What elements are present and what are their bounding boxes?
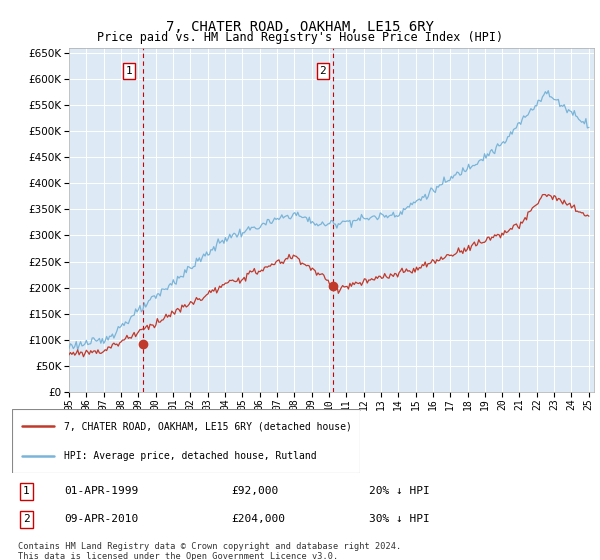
Text: 2: 2 (23, 515, 30, 524)
Text: £92,000: £92,000 (231, 487, 278, 496)
Text: HPI: Average price, detached house, Rutland: HPI: Average price, detached house, Rutl… (64, 451, 317, 461)
Text: 20% ↓ HPI: 20% ↓ HPI (369, 487, 430, 496)
Text: 30% ↓ HPI: 30% ↓ HPI (369, 515, 430, 524)
Text: £204,000: £204,000 (231, 515, 285, 524)
Text: 7, CHATER ROAD, OAKHAM, LE15 6RY (detached house): 7, CHATER ROAD, OAKHAM, LE15 6RY (detach… (64, 421, 352, 431)
Text: 7, CHATER ROAD, OAKHAM, LE15 6RY: 7, CHATER ROAD, OAKHAM, LE15 6RY (166, 20, 434, 34)
Text: 2: 2 (319, 66, 326, 76)
Text: Contains HM Land Registry data © Crown copyright and database right 2024.
This d: Contains HM Land Registry data © Crown c… (18, 542, 401, 560)
Text: 09-APR-2010: 09-APR-2010 (64, 515, 138, 524)
Text: 1: 1 (23, 487, 30, 496)
Text: 01-APR-1999: 01-APR-1999 (64, 487, 138, 496)
Text: Price paid vs. HM Land Registry's House Price Index (HPI): Price paid vs. HM Land Registry's House … (97, 31, 503, 44)
Text: 1: 1 (125, 66, 132, 76)
